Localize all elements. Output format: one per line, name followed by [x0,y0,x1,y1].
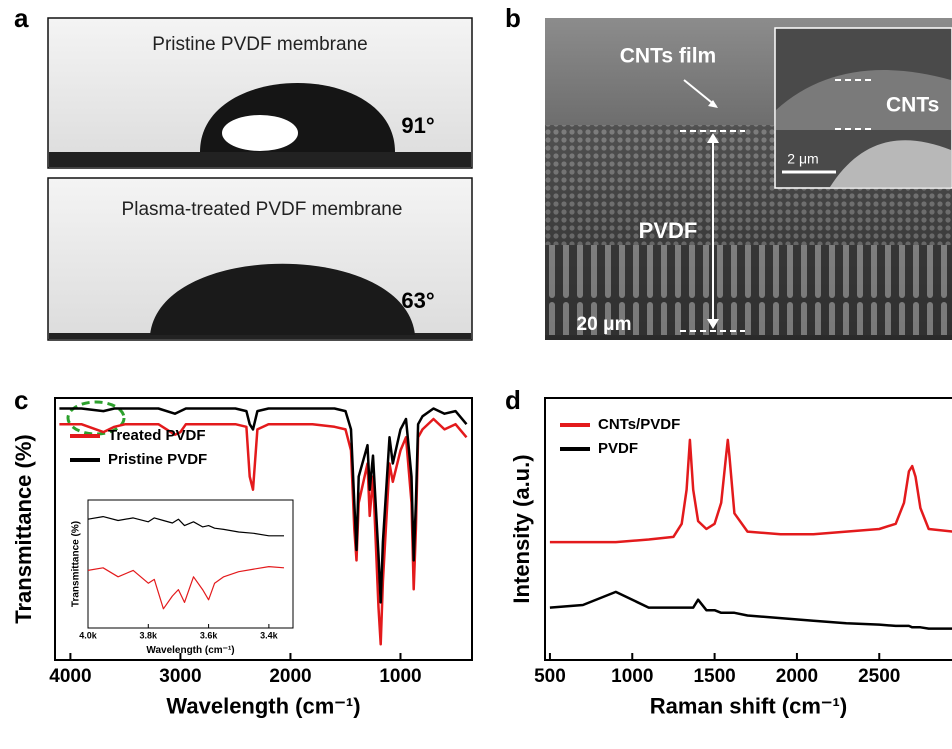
y-axis-label: Intensity (a.u.) [509,454,534,603]
droplet [150,263,415,335]
finger-pores [545,245,952,335]
inset-substrate [830,140,951,187]
inset-label: CNTs [886,94,939,117]
series-line [87,566,285,610]
angle: 63° [401,288,434,313]
series-line [87,516,284,537]
panel-label: a [14,3,29,33]
series-line [549,438,952,544]
x-tick-label: 1500 [693,666,735,687]
plot-frame [54,397,473,661]
plot-frame [87,499,294,629]
legend-label: Treated PVDF [108,427,206,444]
y-axis-label: Transmittance (%) [71,521,82,607]
arrow [683,79,717,107]
legend-label: Pristine PVDF [108,451,207,468]
x-tick-label: 4000 [49,666,91,687]
x-axis-label: Wavelength (cm⁻¹) [166,693,360,718]
x-tick-label: 3.4k [260,630,279,640]
series-line [59,407,468,604]
panel-label: d [505,385,521,415]
panel-label: b [505,3,521,33]
x-tick-label: 3.6k [200,630,219,640]
highlight [222,115,298,151]
x-axis-label: Raman shift (cm⁻¹) [650,693,847,718]
x-tick-label: 3000 [159,666,201,687]
x-tick-label: 1000 [611,666,653,687]
x-tick-label: 2000 [776,666,818,687]
x-tick-label: 1000 [379,666,421,687]
arrowhead [708,100,718,108]
series-line [549,590,952,630]
legend-label: PVDF [598,440,638,457]
surface [49,152,471,167]
highlight-ellipse [66,400,126,436]
x-tick-label: 500 [534,666,566,687]
inset-scale-label: 2 μm [787,151,818,167]
scale-label: 20 μm [577,314,632,335]
membrane-label: PVDF [639,218,698,243]
plot-frame [544,397,952,661]
x-tick-label: 4.0k [79,630,98,640]
film-label: CNTs film [620,45,716,68]
surface [49,333,471,339]
caption: Pristine PVDF membrane [152,34,367,55]
panel-label: c [14,385,28,415]
inset-film [776,70,951,130]
x-tick-label: 3.8k [140,630,159,640]
y-axis-label: Transmittance (%) [11,434,36,624]
x-tick-label: 2000 [269,666,311,687]
angle: 91° [401,113,434,138]
x-axis-label: Wavelength (cm⁻¹) [146,645,234,656]
caption: Plasma-treated PVDF membrane [122,199,403,220]
x-tick-label: 2500 [858,666,900,687]
legend-label: CNTs/PVDF [598,416,680,433]
